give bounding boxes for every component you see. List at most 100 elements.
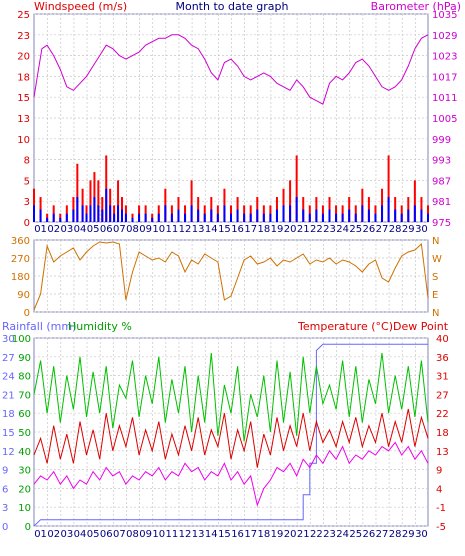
- wind-bar: [65, 213, 68, 222]
- x-tick-label: 25: [349, 224, 362, 235]
- wind-bar: [308, 213, 311, 222]
- gust-bar: [197, 197, 200, 222]
- gust-bar: [120, 197, 123, 222]
- baro-y-tick-label: 981: [432, 197, 451, 208]
- wind-y-tick-label: 23: [17, 31, 30, 42]
- temp-y-tick-label: 36: [436, 353, 449, 364]
- wind-y-tick-label: 18: [17, 72, 30, 83]
- wind-bar: [109, 205, 112, 222]
- x-tick-label: 15: [218, 529, 231, 540]
- wind-bar: [275, 209, 278, 222]
- compass-label: E: [432, 290, 438, 301]
- temp-y-tick-label: -5: [436, 522, 446, 533]
- humidity-y-tick-label: 40: [18, 447, 31, 458]
- barometer-axis-label: Barometer (hPa): [371, 0, 461, 13]
- wind-bar: [89, 205, 92, 222]
- rain-y-tick-label: 18: [2, 409, 15, 420]
- rainfall-axis-label: Rainfall (mm): [2, 320, 76, 333]
- temperature-line: [33, 408, 429, 468]
- temp-y-tick-label: 22: [436, 409, 449, 420]
- baro-y-tick-label: 999: [432, 135, 451, 146]
- gust-bar: [97, 180, 100, 222]
- wind-bar: [230, 213, 232, 222]
- gust-bar: [190, 180, 193, 222]
- grid-layer: [33, 13, 429, 527]
- compass-label: W: [432, 254, 442, 265]
- x-tick-label: 16: [231, 224, 244, 235]
- wind-bar: [407, 209, 410, 222]
- wind-y-tick-label: 3: [24, 197, 30, 208]
- x-tick-label: 13: [192, 529, 205, 540]
- direction-y-tick-label: 0: [24, 308, 30, 319]
- x-tick-label: 18: [257, 529, 270, 540]
- wind-y-tick-label: 10: [17, 135, 30, 146]
- rain-y-tick-label: 15: [2, 428, 15, 439]
- wind-y-tick-label: 13: [17, 114, 30, 125]
- gust-bar: [256, 197, 259, 222]
- wind-bar: [420, 209, 423, 222]
- wind-y-tick-label: 20: [17, 52, 30, 63]
- gust-bar: [101, 197, 104, 222]
- wind-bar: [249, 213, 252, 222]
- x-tick-label: 21: [297, 224, 310, 235]
- x-tick-label: 30: [415, 529, 428, 540]
- rain-y-tick-label: 21: [2, 390, 15, 401]
- wind-bar: [321, 213, 324, 222]
- wind-bar: [289, 205, 292, 222]
- windspeed-axis-label: Windspeed (m/s): [34, 0, 127, 13]
- baro-y-tick-label: 993: [432, 156, 451, 167]
- compass-label: N: [432, 308, 439, 319]
- x-tick-label: 07: [113, 529, 126, 540]
- wind-bar: [81, 205, 84, 222]
- x-tick-label: 17: [244, 224, 257, 235]
- wind-bar: [413, 205, 416, 222]
- gust-bar: [295, 155, 298, 222]
- wind-bar: [76, 197, 79, 222]
- x-tick-label: 12: [179, 529, 192, 540]
- humidity-y-tick-label: 10: [18, 503, 31, 514]
- wind-bar: [33, 205, 35, 222]
- gust-bar: [302, 197, 305, 222]
- direction-y-tick-label: 270: [11, 254, 30, 265]
- temp-y-tick-label: 31: [436, 372, 449, 383]
- dewpoint-line: [33, 441, 429, 507]
- wind-bar: [85, 213, 88, 222]
- x-tick-label: 06: [100, 224, 113, 235]
- baro-y-tick-label: 1005: [432, 114, 457, 125]
- wind-bar: [144, 213, 147, 222]
- wind-bar: [348, 209, 351, 222]
- direction-y-tick-label: 90: [17, 290, 30, 301]
- humidity-axis-label: Humidity %: [68, 320, 132, 333]
- wind-bar: [256, 209, 259, 222]
- humidity-y-tick-label: 50: [18, 428, 31, 439]
- x-tick-label: 24: [336, 224, 349, 235]
- wind-bar: [236, 209, 239, 222]
- x-tick-label: 10: [152, 529, 165, 540]
- wind-bar: [243, 213, 246, 222]
- rain-y-tick-label: 9: [2, 466, 8, 477]
- x-tick-label: 26: [363, 529, 376, 540]
- x-tick-label: 18: [257, 224, 270, 235]
- wind-bar: [184, 213, 187, 222]
- series-layer: [33, 34, 429, 527]
- baro-y-tick-label: 1029: [432, 31, 457, 42]
- wind-bar: [427, 213, 429, 222]
- wind-bar: [39, 209, 42, 222]
- wind-bar: [93, 197, 96, 222]
- x-tick-label: 04: [74, 224, 87, 235]
- wind-bar: [138, 213, 141, 222]
- temp-y-tick-label: 4: [436, 484, 442, 495]
- gust-bar: [39, 197, 42, 222]
- temp-y-tick-label: 9: [436, 466, 442, 477]
- x-tick-label: 08: [126, 529, 139, 540]
- wind-y-tick-label: 15: [17, 93, 30, 104]
- humidity-y-tick-label: 60: [18, 409, 31, 420]
- wind-bar: [197, 209, 200, 222]
- wind-bar: [151, 217, 154, 222]
- wind-bar: [164, 205, 167, 222]
- rain-y-tick-label: 0: [2, 522, 8, 533]
- wind-bar: [374, 213, 377, 222]
- wind-y-tick-label: 25: [17, 10, 30, 21]
- wind-bar: [113, 213, 116, 222]
